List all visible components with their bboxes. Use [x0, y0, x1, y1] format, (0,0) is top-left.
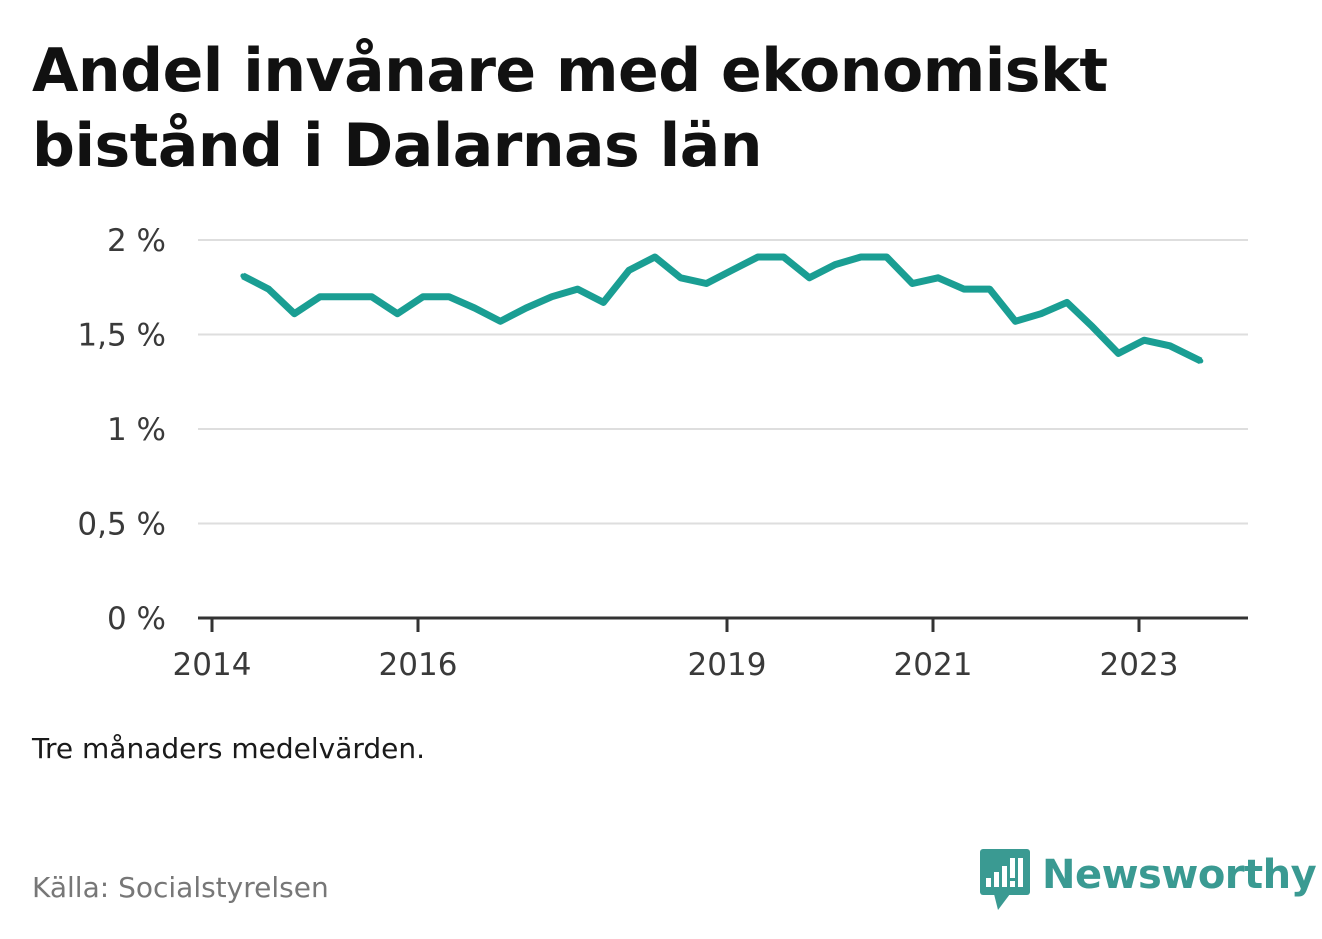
- brand: Newsworthy: [980, 848, 1317, 912]
- data-point: [1064, 299, 1070, 305]
- data-point: [420, 294, 426, 300]
- data-point: [1012, 318, 1018, 324]
- x-tick-label: 2019: [688, 647, 767, 683]
- y-axis-ticks: 0 % 0,5 % 1 % 1,5 % 2 %: [77, 223, 166, 637]
- data-point: [987, 286, 993, 292]
- data-point: [678, 275, 684, 281]
- data-point: [961, 286, 967, 292]
- data-point: [575, 286, 581, 292]
- data-point: [497, 318, 503, 324]
- x-tick-label: 2014: [173, 647, 252, 683]
- line-chart: 0 % 0,5 % 1 % 1,5 % 2 % 2014 2016 2019 2021 2023: [77, 223, 1248, 683]
- data-point: [884, 254, 890, 260]
- newsworthy-logo-icon: [980, 849, 1030, 910]
- data-point: [1090, 324, 1096, 330]
- data-point: [240, 273, 246, 279]
- data-point: [755, 254, 761, 260]
- data-point: [549, 294, 555, 300]
- x-tick-label: 2016: [379, 647, 458, 683]
- data-point: [858, 254, 864, 260]
- data-point: [909, 280, 915, 286]
- y-tick-label: 0,5 %: [77, 507, 166, 543]
- data-point: [291, 311, 297, 317]
- data-point: [703, 280, 709, 286]
- brand-name: Newsworthy: [1042, 852, 1317, 898]
- y-tick-label: 1,5 %: [77, 318, 166, 354]
- y-tick-label: 0 %: [107, 601, 166, 637]
- data-point: [652, 254, 658, 260]
- data-point: [1167, 343, 1173, 349]
- data-point: [729, 267, 735, 273]
- data-point: [394, 311, 400, 317]
- series-line: [241, 253, 1203, 365]
- chart-note: Tre månaders medelvärden.: [32, 732, 426, 765]
- chart-title: Andel invånare med ekonomiskt bistånd i …: [32, 36, 1108, 181]
- data-point: [446, 294, 452, 300]
- data-point: [1115, 350, 1121, 356]
- data-point: [781, 254, 787, 260]
- data-point: [806, 275, 812, 281]
- data-point: [1198, 358, 1204, 364]
- x-tick-label: 2021: [894, 647, 973, 683]
- data-point: [317, 294, 323, 300]
- data-point: [832, 262, 838, 268]
- y-tick-label: 1 %: [107, 412, 166, 448]
- data-point: [1038, 311, 1044, 317]
- source-credit: Källa: Socialstyrelsen: [32, 871, 329, 904]
- data-point: [369, 294, 375, 300]
- x-axis: 2014 2016 2019 2021 2023: [173, 616, 1248, 683]
- x-tick-label: 2023: [1100, 647, 1179, 683]
- data-point: [523, 305, 529, 311]
- data-point: [935, 275, 941, 281]
- y-tick-label: 2 %: [107, 223, 166, 259]
- grid-layer: [198, 239, 1248, 525]
- data-point: [343, 294, 349, 300]
- data-point: [266, 286, 272, 292]
- data-point: [1141, 337, 1147, 343]
- data-point: [626, 267, 632, 273]
- data-point: [472, 305, 478, 311]
- data-point: [600, 299, 606, 305]
- series-layer: [240, 253, 1204, 365]
